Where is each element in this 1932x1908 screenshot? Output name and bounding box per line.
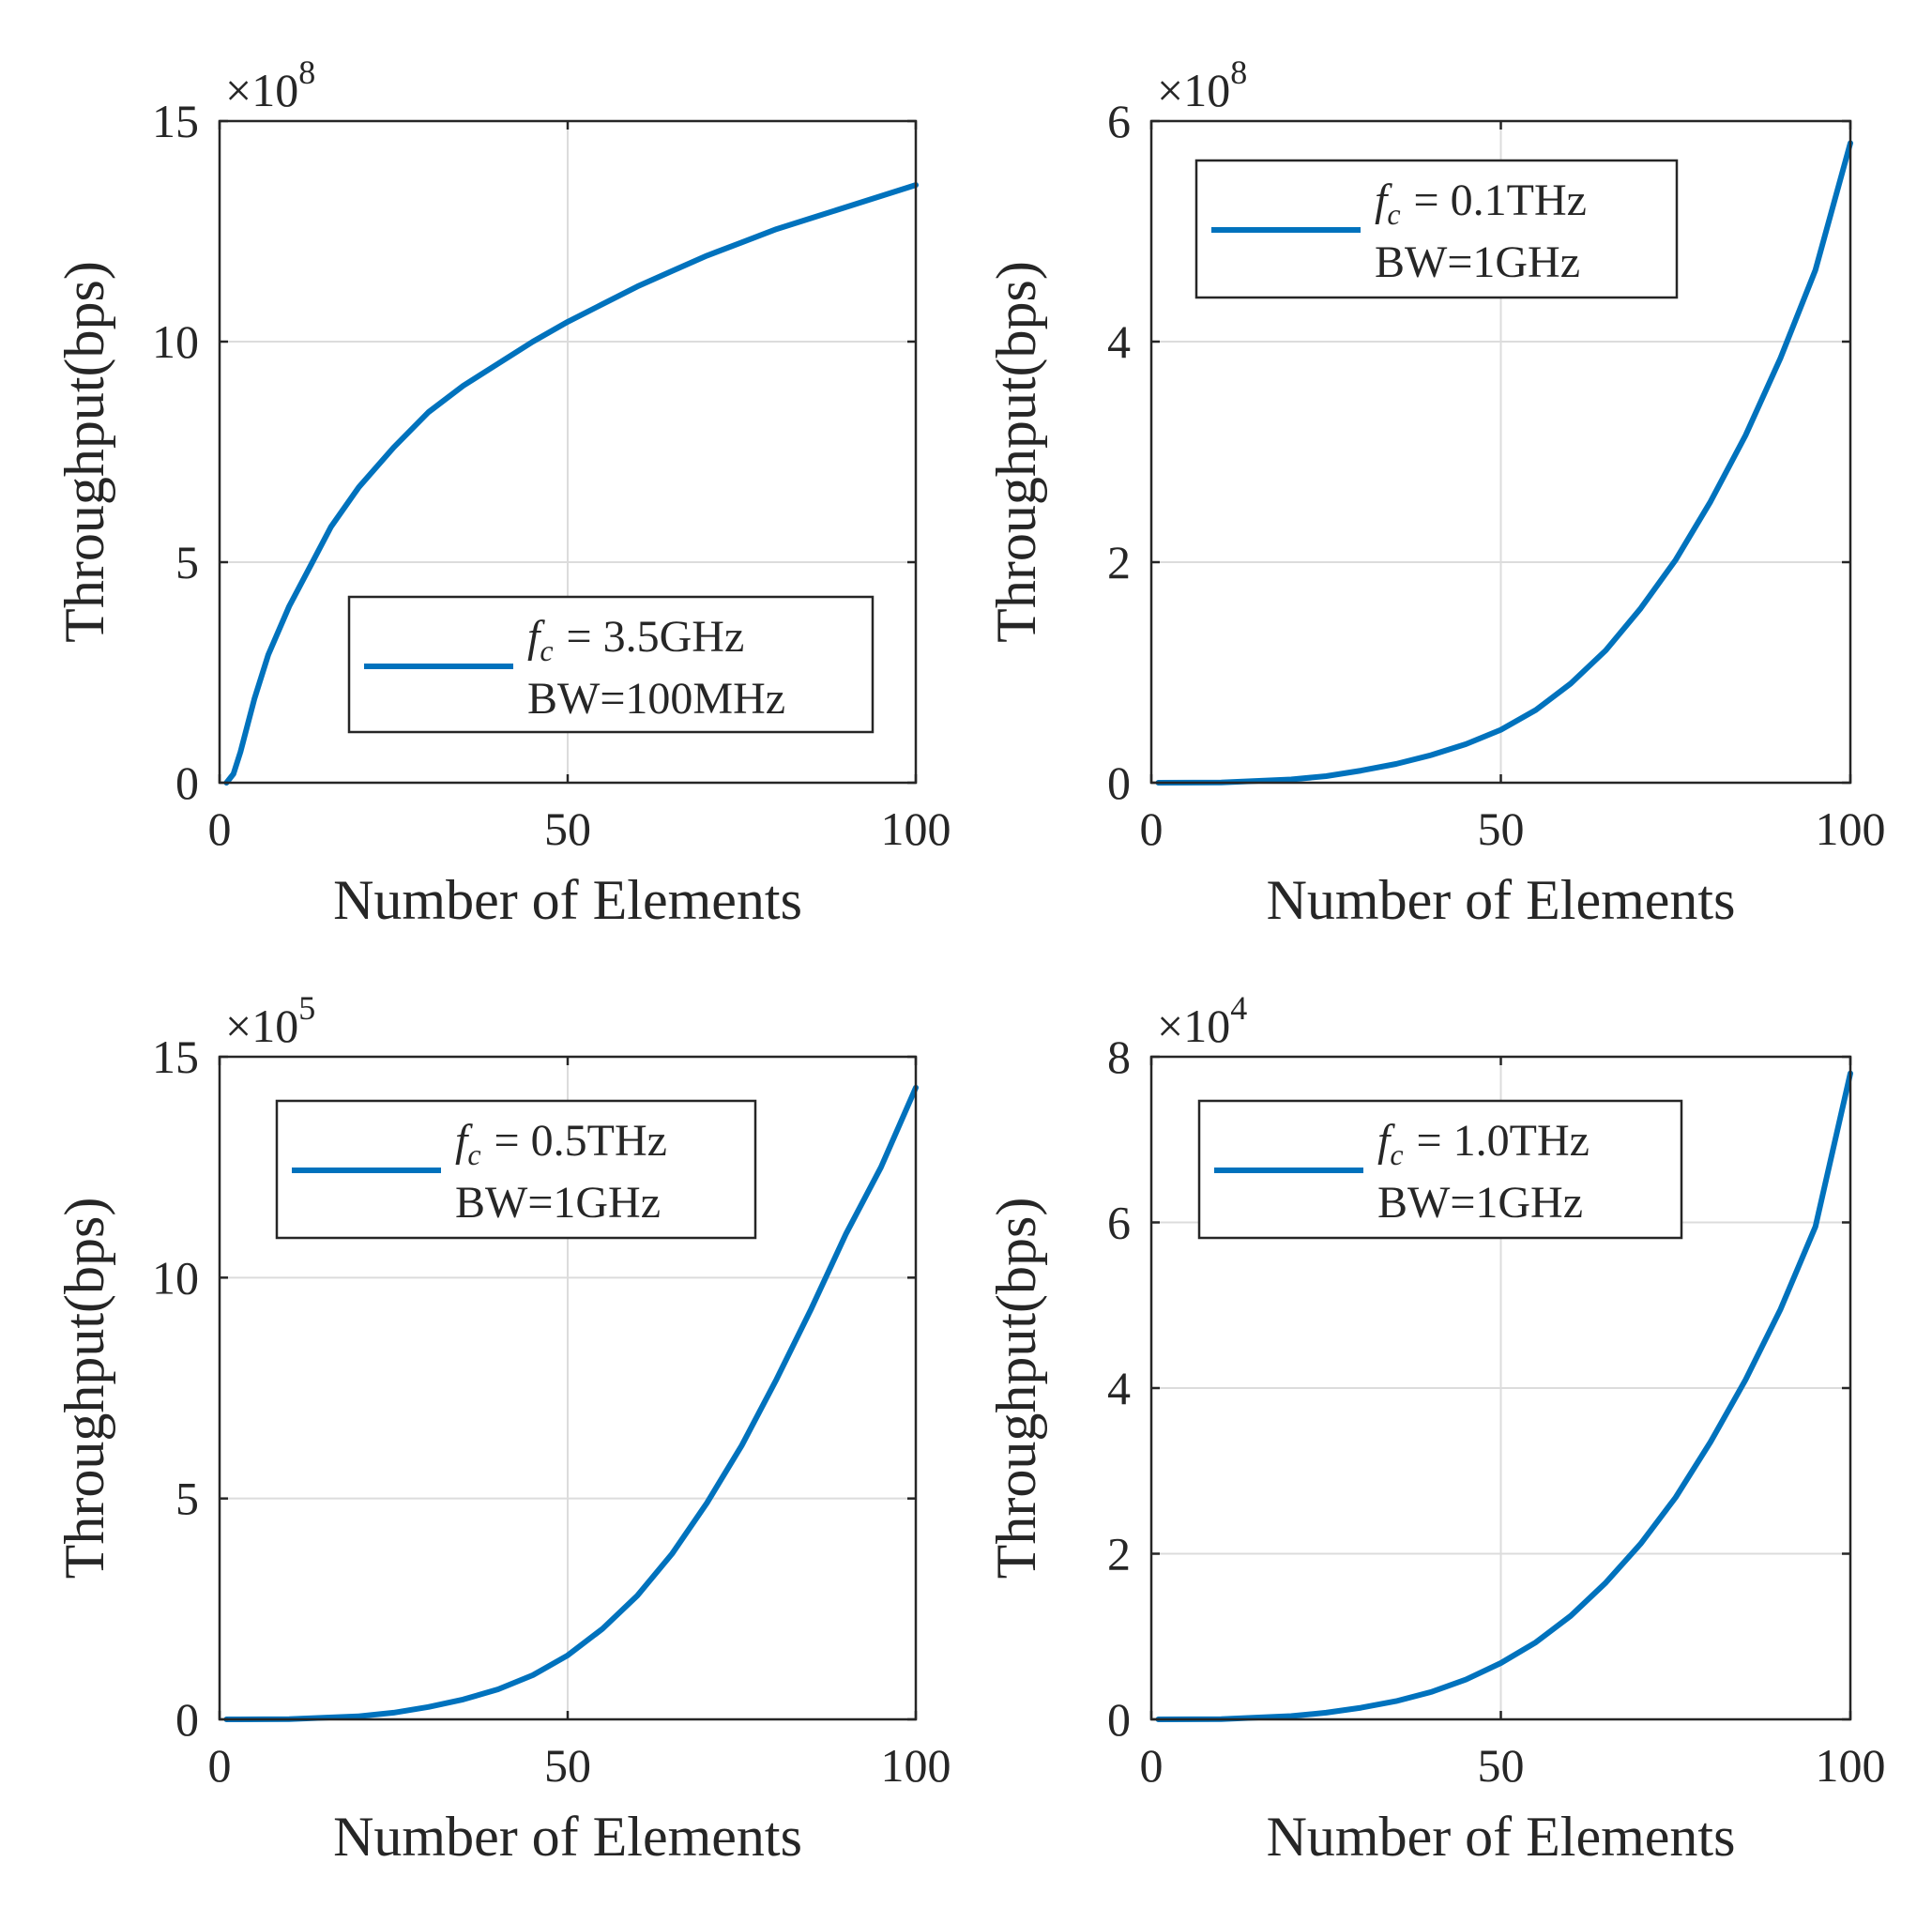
y-axis-exponent: ×108 (225, 53, 315, 116)
series-line (1155, 140, 1853, 786)
x-tick-label: 100 (881, 802, 951, 855)
exponent-power: 8 (1230, 53, 1247, 91)
exponent-power: 5 (298, 989, 315, 1027)
legend-subscript: c (540, 633, 553, 667)
y-tick-label: 5 (175, 1473, 199, 1525)
y-tick-label: 10 (152, 1251, 199, 1304)
series-line (1155, 1070, 1853, 1722)
x-tick-label: 0 (208, 802, 232, 855)
y-axis-title: Throughput(bps) (985, 261, 1047, 643)
y-axis-exponent: ×105 (225, 989, 315, 1052)
y-tick-label: 2 (1107, 1528, 1131, 1580)
x-tick-label: 50 (544, 802, 591, 855)
x-tick-label: 50 (1478, 802, 1525, 855)
y-tick-label: 4 (1107, 315, 1131, 368)
legend-subscript: c (467, 1137, 480, 1171)
x-tick-label: 100 (1816, 1739, 1886, 1792)
x-axis-title: Number of Elements (1267, 869, 1736, 931)
y-tick-label: 6 (1107, 95, 1131, 147)
y-axis-title: Throughput(bps) (985, 1198, 1047, 1580)
legend-label-bandwidth: BW=1GHz (455, 1178, 661, 1228)
legend-frequency-value: = 0.5THz (494, 1116, 667, 1166)
exponent-base: ×10 (1157, 64, 1230, 116)
legend-label-bandwidth: BW=1GHz (1375, 237, 1580, 287)
legend-label-frequency: fc = 1.0THz (1377, 1116, 1590, 1171)
legend-label-frequency: fc = 3.5GHz (527, 612, 744, 667)
x-tick-label: 50 (1478, 1739, 1525, 1792)
y-axis-title: Throughput(bps) (53, 1198, 115, 1580)
series-line (223, 182, 919, 786)
y-axis-title: Throughput(bps) (53, 261, 115, 643)
legend-frequency-value: = 1.0THz (1417, 1116, 1590, 1166)
exponent-power: 8 (298, 53, 315, 91)
y-tick-label: 10 (152, 315, 199, 368)
y-tick-label: 0 (1107, 1693, 1131, 1746)
y-tick-label: 0 (1107, 756, 1131, 809)
legend-label-bandwidth: BW=1GHz (1377, 1178, 1583, 1228)
y-tick-label: 15 (152, 1030, 199, 1083)
legend-subscript: c (1390, 1137, 1403, 1171)
x-axis-title: Number of Elements (333, 1806, 802, 1868)
legend-label-frequency: fc = 0.1THz (1375, 176, 1587, 231)
y-axis-exponent: ×108 (1157, 53, 1247, 116)
y-tick-label: 8 (1107, 1030, 1131, 1083)
legend-subscript: c (1387, 197, 1400, 231)
x-axis-title: Number of Elements (333, 869, 802, 931)
y-tick-label: 2 (1107, 536, 1131, 588)
subplot-top-right: 0 50 100 0 2 4 6 Number of Elements Throughput(b… (985, 53, 1886, 931)
legend-label-bandwidth: BW=100MHz (527, 674, 785, 724)
x-tick-label: 0 (1140, 802, 1164, 855)
exponent-base: ×10 (225, 1000, 298, 1052)
y-axis-exponent: ×104 (1157, 989, 1247, 1052)
y-tick-label: 5 (175, 536, 199, 588)
y-tick-label: 4 (1107, 1362, 1131, 1414)
x-tick-label: 100 (1816, 802, 1886, 855)
legend-frequency-value: = 0.1THz (1414, 176, 1587, 225)
subplot-bottom-right: 0 50 100 0 2 4 6 8 Number of Elements Throughput(… (985, 989, 1886, 1868)
x-tick-label: 50 (544, 1739, 591, 1792)
y-tick-label: 6 (1107, 1197, 1131, 1249)
exponent-base: ×10 (1157, 1000, 1230, 1052)
x-axis-title: Number of Elements (1267, 1806, 1736, 1868)
subplot-bottom-left: 0 50 100 0 5 10 15 Number of Elements Throughput… (53, 989, 951, 1868)
x-tick-label: 0 (208, 1739, 232, 1792)
legend-frequency-value: = 3.5GHz (567, 612, 745, 662)
exponent-base: ×10 (225, 64, 298, 116)
x-tick-label: 0 (1140, 1739, 1164, 1792)
exponent-power: 4 (1230, 989, 1247, 1027)
legend-label-frequency: fc = 0.5THz (455, 1116, 667, 1171)
y-tick-label: 0 (175, 1693, 199, 1746)
y-tick-label: 15 (152, 95, 199, 147)
y-tick-label: 0 (175, 756, 199, 809)
x-tick-label: 100 (881, 1739, 951, 1792)
subplot-top-left: 0 50 100 0 5 10 15 Number of Elements Throughput… (53, 53, 951, 931)
series-line (223, 1084, 919, 1722)
